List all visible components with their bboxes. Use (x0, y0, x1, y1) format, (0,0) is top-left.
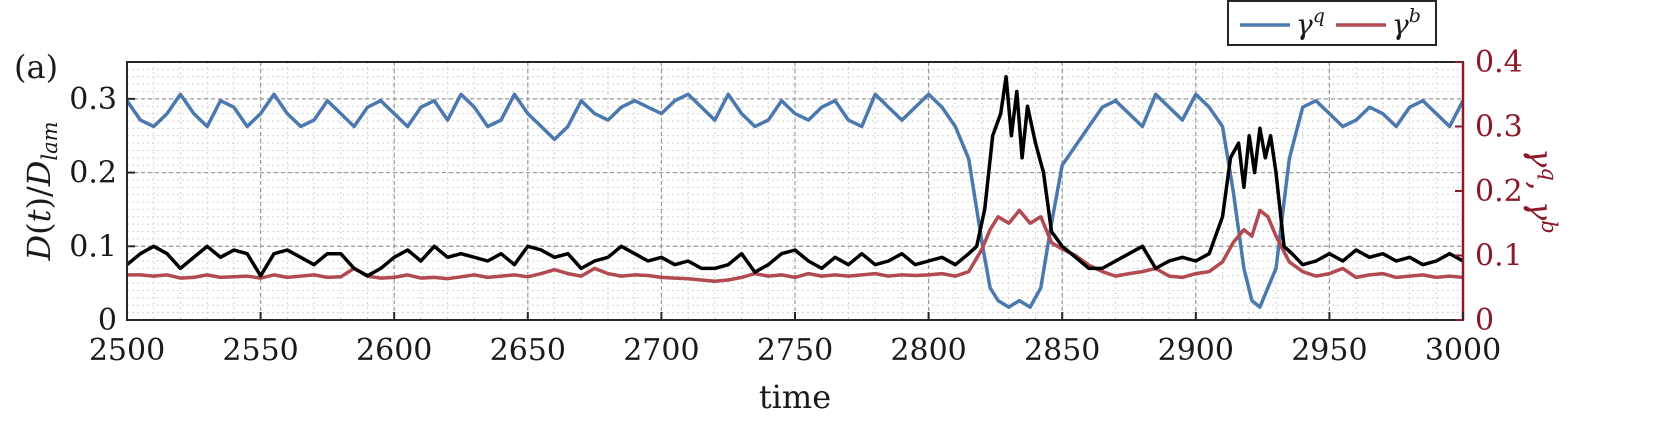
x-tick-label: 2900 (1158, 333, 1234, 368)
y-right-tick-label: 0.3 (1475, 110, 1523, 145)
x-tick-label: 2500 (89, 333, 165, 368)
x-tick-label: 2750 (757, 333, 833, 368)
y-right-tick-label: 0.1 (1475, 239, 1523, 274)
labels-layer: 2500 2550 2600 2650 2700 2750 2800 2850 2900 2950… (69, 45, 1522, 368)
legend: γq γb (1227, 0, 1437, 46)
x-tick-label: 2600 (356, 333, 432, 368)
x-axis-title: time (759, 378, 831, 416)
x-tick-label: 2850 (1024, 333, 1100, 368)
x-tick-label: 2950 (1291, 333, 1367, 368)
legend-label-gamma-b: γb (1392, 5, 1421, 41)
x-tick-label: 2650 (490, 333, 566, 368)
panel-label: (a) (14, 48, 58, 86)
legend-label-gamma-q: γq (1296, 5, 1325, 41)
x-tick-label: 2800 (890, 333, 966, 368)
y-left-tick-label: 0.1 (69, 229, 117, 264)
x-tick-label: 2700 (623, 333, 699, 368)
ticks-layer (126, 61, 1464, 321)
x-tick-label: 2550 (222, 333, 298, 368)
series-line-dissipation (127, 74, 1463, 278)
y-left-tick-label: 0.2 (69, 156, 117, 191)
y-right-tick-label: 0.2 (1475, 174, 1523, 209)
y-axis-right-title: γq, γb (1522, 148, 1561, 234)
legend-box (1227, 0, 1437, 46)
y-axis-left-title: D(t)/Dlam (20, 121, 62, 261)
y-right-tick-label: 0.4 (1475, 45, 1523, 80)
x-tick-label: 3000 (1425, 333, 1501, 368)
y-left-tick-label: 0 (98, 303, 117, 338)
y-left-tick-label: 0.3 (69, 82, 117, 117)
y-right-tick-label: 0 (1475, 303, 1494, 338)
series-layer (127, 74, 1463, 309)
series-line-gamma-q (127, 92, 1463, 309)
